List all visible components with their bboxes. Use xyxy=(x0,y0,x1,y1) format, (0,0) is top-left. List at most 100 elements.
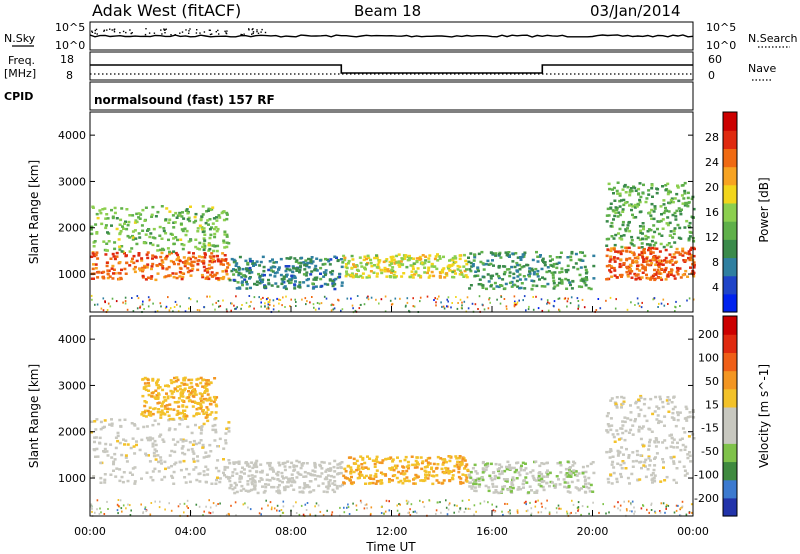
heatmap-cell xyxy=(671,411,675,415)
heatmap-cell xyxy=(144,401,148,404)
heatmap-cell xyxy=(630,472,634,476)
heatmap-cell xyxy=(638,210,642,214)
heatmap-cell xyxy=(581,465,585,469)
heatmap-cell xyxy=(94,436,98,439)
heatmap-cell xyxy=(515,261,519,265)
heatmap-cell xyxy=(212,217,216,220)
heatmap-cell xyxy=(117,238,121,241)
colorbar-tick-label: 4 xyxy=(712,281,719,294)
heatmap-cell xyxy=(553,300,556,303)
heatmap-cell xyxy=(182,378,186,382)
heatmap-cell xyxy=(399,472,403,475)
heatmap-cell xyxy=(188,297,190,300)
nsky-spike xyxy=(144,33,147,36)
heatmap-cell xyxy=(102,297,105,300)
heatmap-cell xyxy=(215,277,219,280)
heatmap-cell xyxy=(224,439,228,442)
heatmap-cell xyxy=(639,195,643,199)
heatmap-cell xyxy=(455,296,457,298)
heatmap-cell xyxy=(359,455,363,458)
heatmap-cell xyxy=(205,276,209,280)
heatmap-cell xyxy=(202,259,206,263)
heatmap-cell xyxy=(375,469,379,472)
colorbar-swatch xyxy=(723,479,737,499)
heatmap-cell xyxy=(530,267,534,271)
heatmap-cell xyxy=(204,397,208,401)
colorbar-swatch xyxy=(723,221,737,240)
heatmap-cell xyxy=(113,272,117,275)
heatmap-cell xyxy=(641,222,645,225)
heatmap-cell xyxy=(178,275,182,278)
heatmap-cell xyxy=(151,442,155,445)
heatmap-cell xyxy=(244,502,246,505)
heatmap-cell xyxy=(313,276,317,280)
heatmap-cell xyxy=(142,241,146,245)
heatmap-cell xyxy=(658,259,661,263)
heatmap-cell xyxy=(508,512,510,515)
heatmap-cell xyxy=(517,471,521,474)
heatmap-cell xyxy=(195,478,199,482)
heatmap-cell xyxy=(204,379,208,382)
heatmap-cell xyxy=(676,184,680,188)
heatmap-cell xyxy=(143,264,146,268)
heatmap-cell xyxy=(178,412,182,415)
heatmap-cell xyxy=(312,303,315,306)
heatmap-cell xyxy=(111,297,114,300)
heatmap-cell xyxy=(509,509,511,512)
heatmap-cell xyxy=(507,511,510,514)
heatmap-cell xyxy=(292,267,296,270)
heatmap-cell xyxy=(623,420,627,424)
heatmap-cell xyxy=(181,247,185,251)
heatmap-cell xyxy=(638,461,642,464)
heatmap-cell xyxy=(247,506,249,509)
heatmap-cell xyxy=(657,270,661,274)
heatmap-cell xyxy=(666,275,670,278)
heatmap-cell xyxy=(225,233,229,237)
heatmap-cell xyxy=(658,395,662,399)
heatmap-cell xyxy=(311,282,315,285)
heatmap-cell xyxy=(248,277,251,280)
heatmap-cell xyxy=(655,191,659,195)
heatmap-cell xyxy=(112,272,115,275)
heatmap-cell xyxy=(467,507,470,510)
heatmap-cell xyxy=(537,499,539,502)
heatmap-cell xyxy=(390,258,394,261)
heatmap-cell xyxy=(370,264,374,268)
heatmap-cell xyxy=(319,277,323,281)
heatmap-cell xyxy=(528,305,530,308)
heatmap-cell xyxy=(671,236,675,239)
heatmap-cell xyxy=(610,397,614,400)
heatmap-cell xyxy=(427,266,431,269)
heatmap-cell xyxy=(320,284,324,288)
heatmap-cell xyxy=(592,501,594,504)
heatmap-cell xyxy=(634,274,638,277)
heatmap-cell xyxy=(304,485,308,489)
heatmap-cell xyxy=(683,251,687,255)
heatmap-cell xyxy=(515,477,519,480)
heatmap-cell xyxy=(330,304,333,307)
heatmap-cell xyxy=(380,268,384,272)
heatmap-cell xyxy=(233,468,237,471)
heatmap-cell xyxy=(400,275,404,278)
heatmap-cell xyxy=(548,484,551,488)
heatmap-cell xyxy=(515,303,517,306)
heatmap-cell xyxy=(688,511,691,514)
heatmap-cell xyxy=(322,461,326,464)
heatmap-cell xyxy=(251,466,255,470)
heatmap-cell xyxy=(628,189,632,192)
heatmap-cell xyxy=(649,397,653,401)
heatmap-cell xyxy=(366,296,368,299)
heatmap-cell xyxy=(673,197,677,200)
heatmap-cell xyxy=(176,400,180,404)
heatmap-cell xyxy=(481,286,485,289)
heatmap-cell xyxy=(186,448,190,452)
colorbar-tick-label: 200 xyxy=(698,328,719,341)
heatmap-cell xyxy=(272,485,276,489)
heatmap-cell xyxy=(518,263,522,267)
heatmap-cell xyxy=(577,304,580,307)
heatmap-cell xyxy=(434,255,438,258)
heatmap-cell xyxy=(183,382,187,386)
heatmap-cell xyxy=(692,266,696,269)
heatmap-cell xyxy=(609,258,613,261)
heatmap-cell xyxy=(619,509,622,512)
